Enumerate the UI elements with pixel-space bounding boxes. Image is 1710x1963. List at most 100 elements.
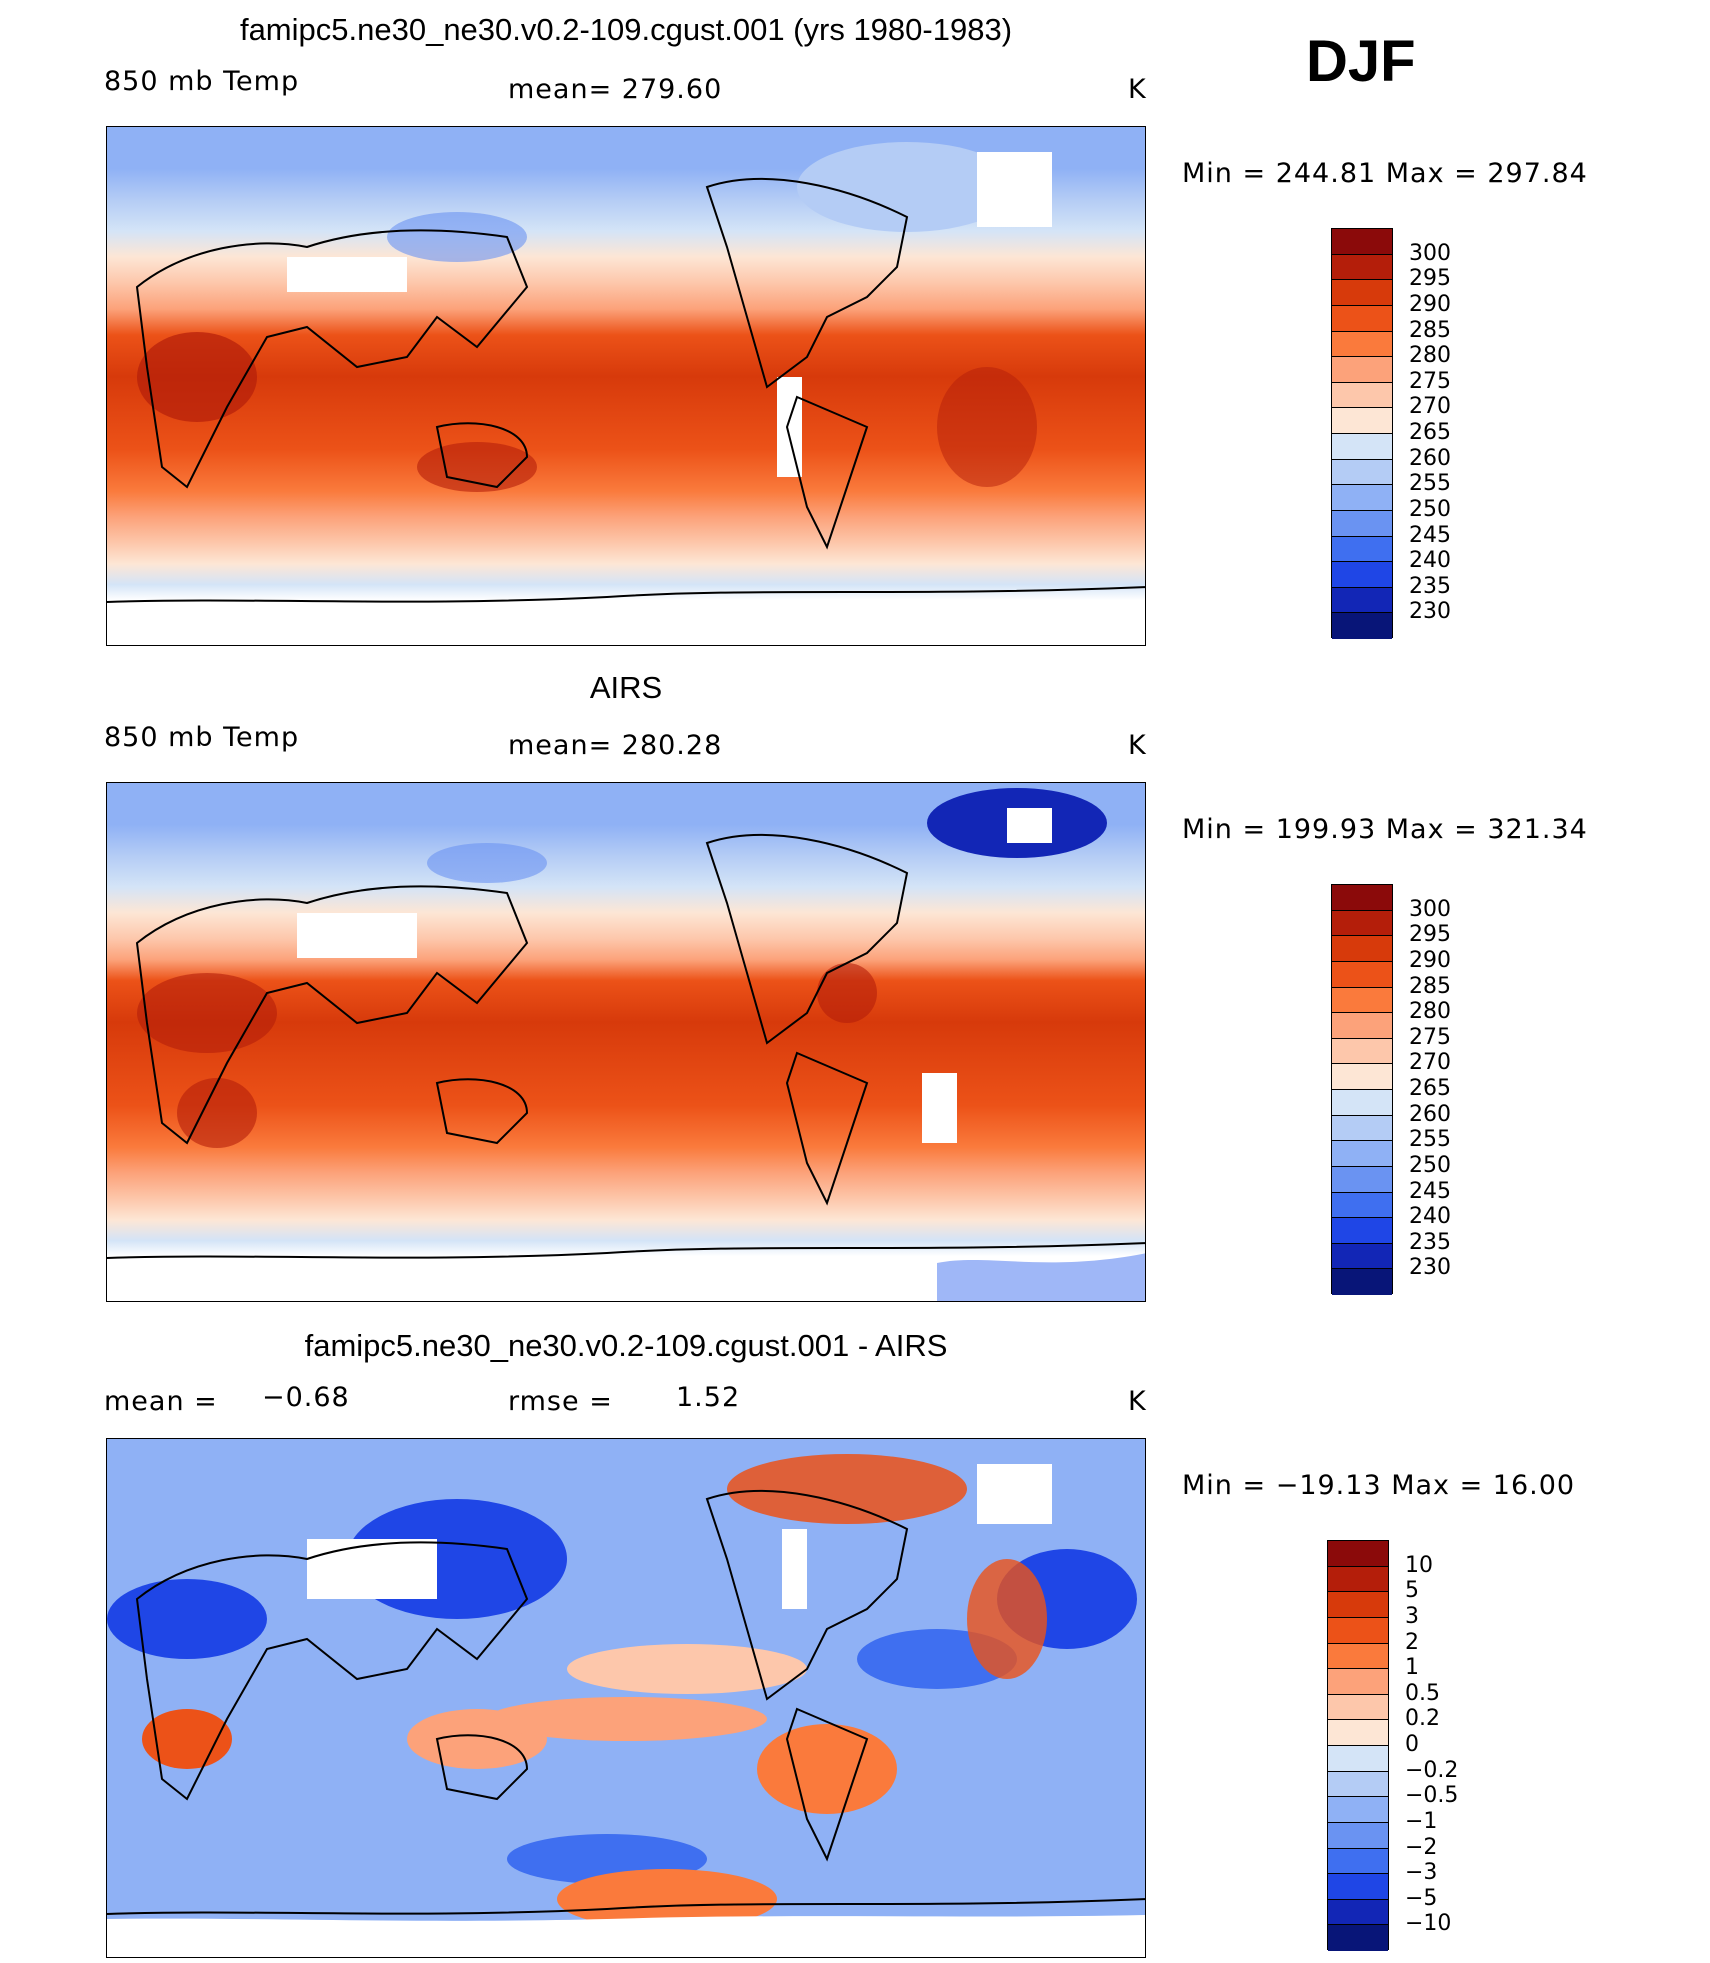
colorbar-tick-label: 5: [1405, 1578, 1419, 1603]
colorbar-box: [1332, 1243, 1392, 1270]
panel-2-minmax: Min = 199.93 Max = 321.34: [1182, 814, 1588, 845]
colorbar-box: [1332, 1038, 1392, 1065]
colorbar-tick-label: 300: [1409, 897, 1451, 922]
panel-1-minmax: Min = 244.81 Max = 297.84: [1182, 158, 1588, 189]
colorbar-box: [1328, 1617, 1388, 1644]
colorbar-box: [1332, 357, 1392, 383]
colorbar-box: [1332, 1013, 1392, 1039]
colorbar-tick-label: 295: [1409, 266, 1451, 291]
colorbar-box: [1332, 961, 1392, 988]
colorbar-box: [1332, 1269, 1392, 1295]
colorbar-tick-label: 260: [1409, 1102, 1451, 1127]
colorbar-tick-label: 240: [1409, 548, 1451, 573]
colorbar-box: [1332, 229, 1392, 255]
colorbar-box: [1328, 1771, 1388, 1798]
panel-1-mean-label: mean= 279.60: [508, 74, 723, 105]
colorbar-box: [1332, 305, 1392, 332]
colorbar-box: [1332, 510, 1392, 537]
colorbar-tick-label: 230: [1409, 599, 1451, 624]
colorbar-tick-label: 280: [1409, 999, 1451, 1024]
colorbar-box: [1328, 1848, 1388, 1875]
colorbar-box: [1328, 1566, 1388, 1593]
colorbar-tick-label: −3: [1405, 1860, 1438, 1885]
colorbar-box: [1332, 987, 1392, 1014]
colorbar-box: [1332, 936, 1392, 962]
colorbar-tick-label: 0.2: [1405, 1706, 1440, 1731]
colorbar-tick-label: 240: [1409, 1204, 1451, 1229]
colorbar-box: [1332, 254, 1392, 281]
colorbar-box: [1328, 1592, 1388, 1618]
colorbar-box: [1328, 1746, 1388, 1772]
colorbar-tick-label: −0.5: [1405, 1783, 1459, 1808]
colorbar-box: [1332, 1192, 1392, 1219]
colorbar-box: [1332, 459, 1392, 486]
colorbar-box: [1328, 1822, 1388, 1849]
colorbar-tick-label: 3: [1405, 1604, 1419, 1629]
colorbar-box: [1332, 331, 1392, 358]
panel-1-colorbar: [1331, 228, 1393, 639]
colorbar-tick-label: 245: [1409, 523, 1451, 548]
colorbar-box: [1328, 1694, 1388, 1721]
panel-1-title: famipc5.ne30_ne30.v0.2-109.cgust.001 (yr…: [239, 12, 1013, 47]
colorbar-box: [1332, 1218, 1392, 1244]
colorbar-tick-label: 255: [1409, 471, 1451, 496]
colorbar-tick-label: 250: [1409, 1153, 1451, 1178]
colorbar-box: [1328, 1899, 1388, 1926]
colorbar-tick-label: 0: [1405, 1732, 1419, 1757]
colorbar-box: [1332, 613, 1392, 639]
colorbar-box: [1332, 382, 1392, 409]
panel-3-mean-value: −0.68: [262, 1382, 350, 1413]
panel-1-units: K: [1128, 74, 1147, 105]
colorbar-tick-label: 290: [1409, 292, 1451, 317]
panel-3-rmse-value: 1.52: [676, 1382, 741, 1413]
colorbar-box: [1328, 1669, 1388, 1695]
colorbar-tick-label: 270: [1409, 394, 1451, 419]
panel-1-map: [106, 126, 1146, 646]
colorbar-box: [1332, 280, 1392, 306]
colorbar-box: [1328, 1797, 1388, 1823]
colorbar-tick-label: 260: [1409, 446, 1451, 471]
panel-2-mean-label: mean= 280.28: [508, 730, 723, 761]
colorbar-box: [1328, 1925, 1388, 1951]
colorbar-box: [1332, 1090, 1392, 1116]
panel-3-map: [106, 1438, 1146, 1958]
colorbar-box: [1332, 536, 1392, 563]
panel-2-map: [106, 782, 1146, 1302]
colorbar-tick-label: 265: [1409, 1076, 1451, 1101]
panel-2-colorbar: [1331, 884, 1393, 1295]
colorbar-box: [1332, 1115, 1392, 1142]
colorbar-tick-label: 2: [1405, 1630, 1419, 1655]
colorbar-box: [1332, 1166, 1392, 1193]
colorbar-tick-label: 300: [1409, 241, 1451, 266]
panel-2-title: AIRS: [589, 670, 663, 705]
colorbar-tick-label: 230: [1409, 1255, 1451, 1280]
colorbar-tick-label: 275: [1409, 369, 1451, 394]
colorbar-box: [1328, 1541, 1388, 1567]
panel-1-variable-label: 850 mb Temp: [104, 66, 300, 97]
colorbar-tick-label: 0.5: [1405, 1681, 1440, 1706]
colorbar-tick-label: −1: [1405, 1809, 1438, 1834]
colorbar-tick-label: 290: [1409, 948, 1451, 973]
colorbar-tick-label: 250: [1409, 497, 1451, 522]
colorbar-tick-label: −10: [1405, 1911, 1452, 1936]
panel-2-units: K: [1128, 730, 1147, 761]
colorbar-tick-label: −2: [1405, 1835, 1438, 1860]
colorbar-tick-label: −0.2: [1405, 1758, 1459, 1783]
colorbar-tick-label: 265: [1409, 420, 1451, 445]
panel-3-rmse-label: rmse =: [508, 1386, 613, 1417]
colorbar-tick-label: 270: [1409, 1050, 1451, 1075]
panel-3-units: K: [1128, 1386, 1147, 1417]
colorbar-box: [1328, 1874, 1388, 1900]
colorbar-tick-label: 235: [1409, 574, 1451, 599]
colorbar-tick-label: 1: [1405, 1655, 1419, 1680]
colorbar-box: [1332, 885, 1392, 911]
season-label: DJF: [1306, 29, 1416, 94]
colorbar-box: [1332, 1064, 1392, 1090]
colorbar-box: [1332, 1141, 1392, 1167]
colorbar-tick-label: 285: [1409, 974, 1451, 999]
panel-3-mean-label: mean =: [104, 1386, 218, 1417]
colorbar-tick-label: 285: [1409, 318, 1451, 343]
colorbar-tick-label: 280: [1409, 343, 1451, 368]
colorbar-box: [1332, 910, 1392, 937]
colorbar-box: [1332, 408, 1392, 434]
